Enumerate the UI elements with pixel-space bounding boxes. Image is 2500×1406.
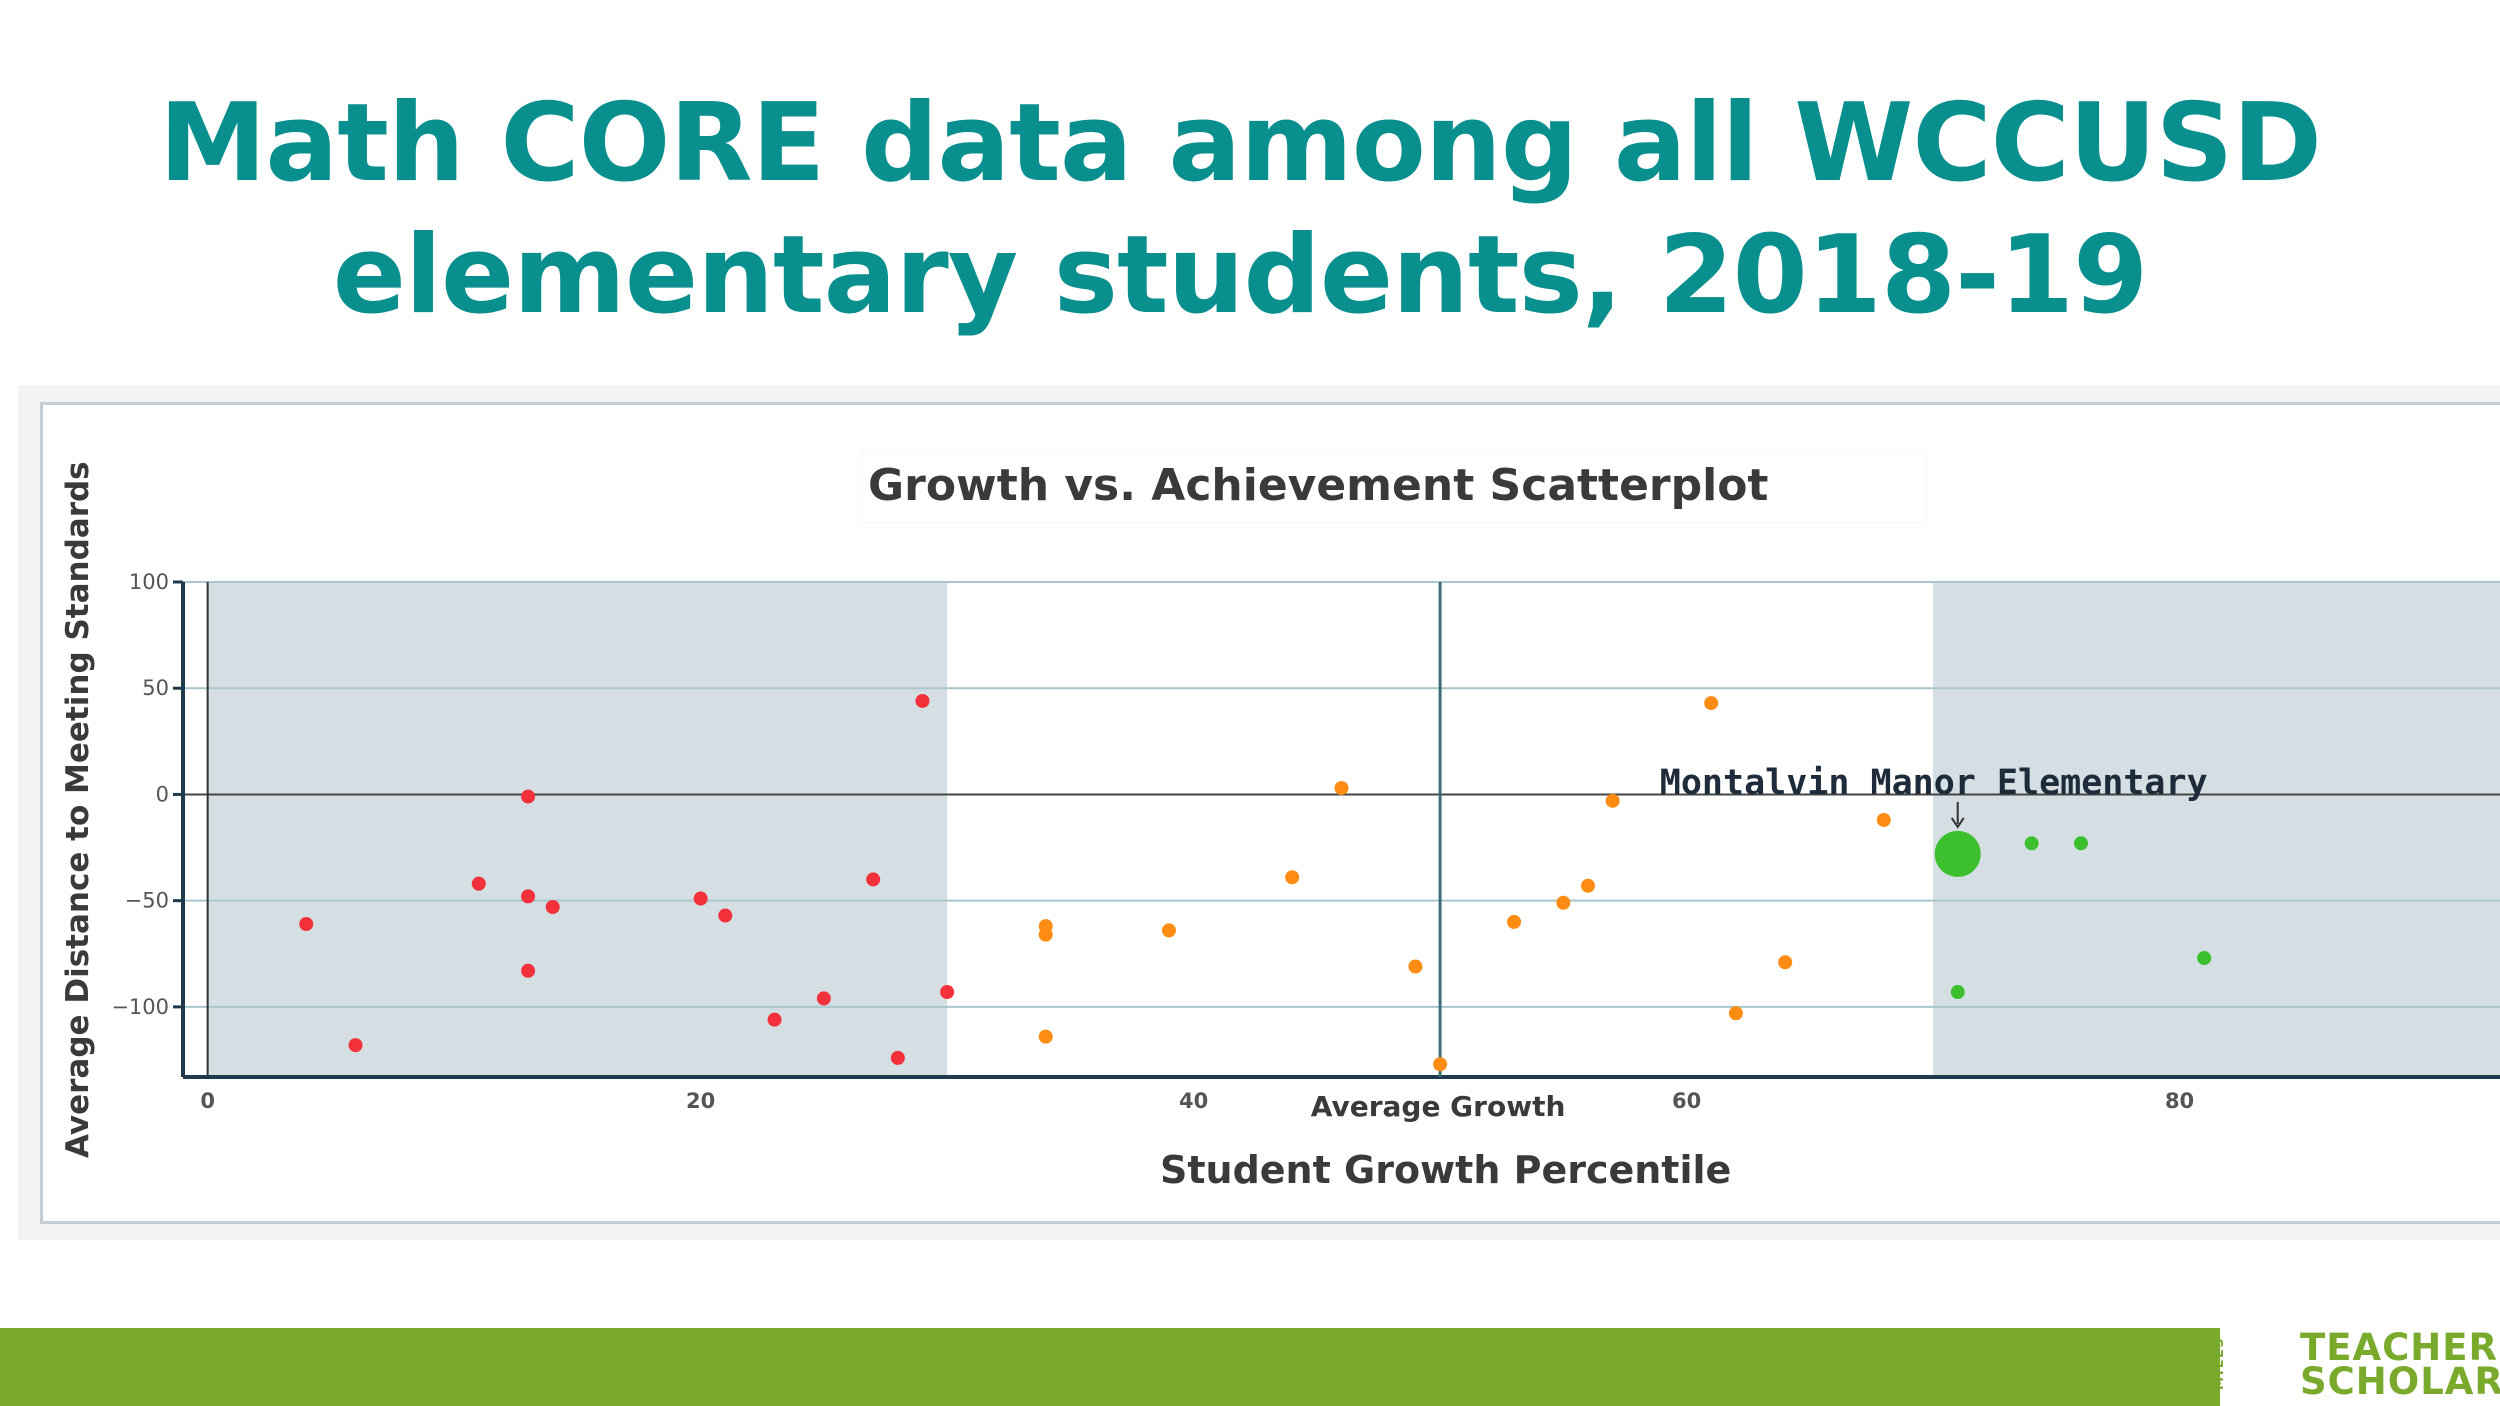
point-red-4 [521,889,536,904]
logo-teacher-text: TEACHER [2300,1326,2499,1369]
slide-title: Math CORE data among all WCCUSD elementa… [0,78,2480,342]
point-red-9 [767,1012,782,1027]
point-red-1 [348,1038,363,1053]
point-orange-4 [1285,870,1300,885]
point-red-8 [718,908,733,923]
x-tick-label-2: 40 [1179,1089,1208,1113]
slide-title-line-2: elementary students, 2018-19 [332,213,2148,338]
point-orange-12 [1704,696,1719,711]
average-growth-label-bg [1314,1083,1567,1127]
point-red-11 [866,872,881,887]
point-green-2 [2024,836,2039,851]
point-orange-2 [1038,1029,1053,1044]
point-green-1 [1950,985,1965,1000]
point-red-6 [545,900,560,915]
point-orange-7 [1433,1057,1448,1072]
point-red-2 [471,876,486,891]
point-red-10 [816,991,831,1006]
logo-mills-text: MILLS [2212,1336,2227,1390]
y-axis-label: Average Distance to Meeting Standards [50,461,106,1158]
point-orange-10 [1580,878,1595,893]
point-orange-6 [1408,959,1423,974]
x-axis-label: Student Growth Percentile [1150,1138,2018,1202]
annotation-montalvin-manor: Montalvin Manor Elementary [1660,763,2208,803]
point-green-4 [2197,951,2212,966]
point-red-0 [299,917,314,932]
point-red-13 [915,693,930,708]
point-orange-13 [1728,1006,1743,1021]
y-tick-label-4: −100 [111,995,169,1019]
chart-title: Growth vs. Achievement Scatterplot [862,450,1926,522]
x-tick-label-3: 60 [1672,1089,1701,1113]
point-green-0 [1934,830,1981,877]
point-red-14 [940,985,955,1000]
point-red-7 [693,891,708,906]
point-orange-3 [1161,923,1176,938]
point-orange-15 [1876,812,1891,827]
x-tick-label-4: 80 [2165,1089,2194,1113]
y-tick-label-1: 50 [142,676,169,700]
shaded-band-1 [1933,582,2500,1077]
annotation-arrow-head [1950,817,1965,829]
point-orange-14 [1778,955,1793,970]
point-orange-9 [1556,895,1571,910]
y-tick-label-2: 0 [156,782,169,806]
point-green-3 [2073,836,2088,851]
logo-scholars-text: SCHOLARS [2300,1360,2500,1403]
point-orange-1 [1038,927,1053,942]
y-tick-label-0: 100 [129,570,169,594]
footer-bar [0,1328,2220,1406]
y-tick-label-3: −50 [125,889,169,913]
point-red-12 [890,1050,905,1065]
slide-title-line-1: Math CORE data among all WCCUSD [158,81,2322,206]
x-tick-label-1: 20 [686,1089,715,1113]
point-orange-11 [1605,793,1620,808]
point-red-3 [521,789,536,804]
point-orange-5 [1334,781,1349,796]
point-orange-8 [1507,914,1522,929]
point-red-5 [521,963,536,978]
x-tick-label-0: 0 [200,1089,215,1113]
average-growth-label: Average Growth [1311,1090,1566,1123]
shaded-band-0 [207,582,948,1077]
